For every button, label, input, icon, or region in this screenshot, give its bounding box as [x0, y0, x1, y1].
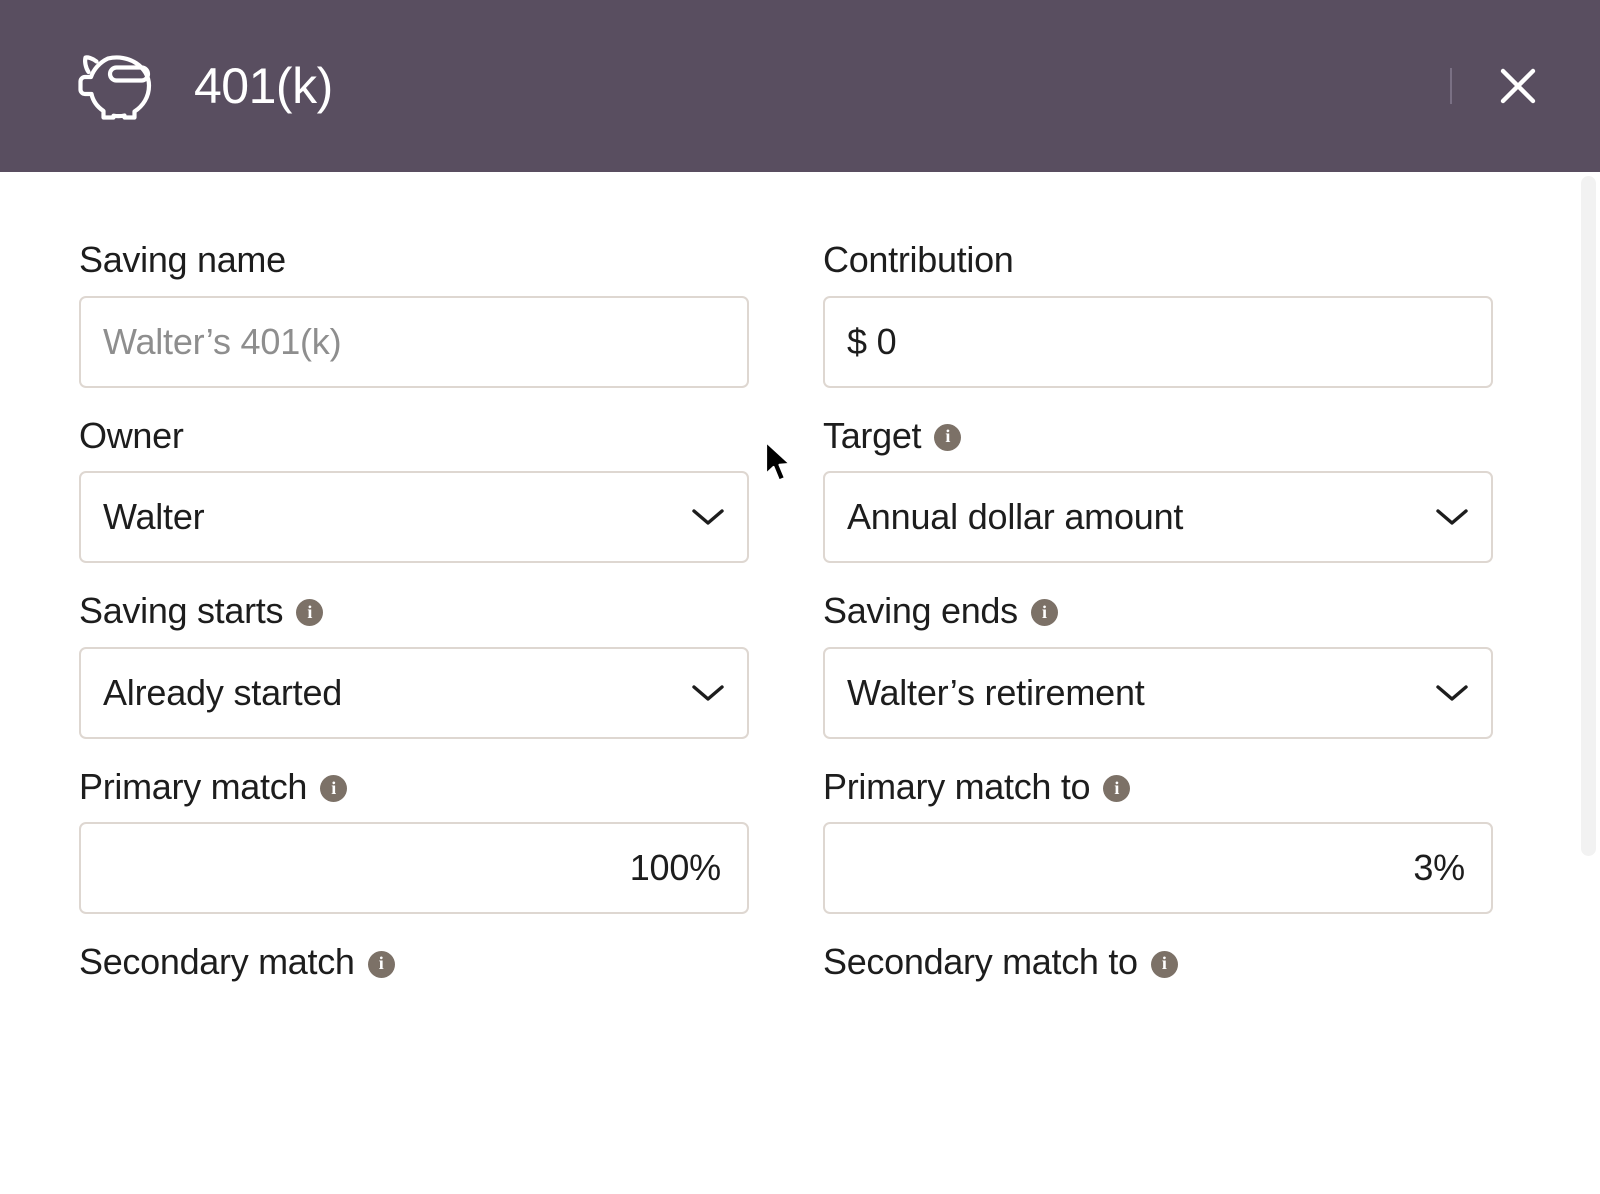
- field-owner: Owner Walter: [79, 414, 749, 564]
- header-divider: [1450, 68, 1452, 104]
- contribution-input[interactable]: $ 0: [823, 295, 1493, 388]
- chevron-down-icon: [691, 507, 725, 527]
- info-icon-glyph: i: [307, 601, 313, 622]
- header-right-group: [1450, 58, 1560, 114]
- field-secondary-match: Secondary match i: [79, 942, 749, 998]
- label-target: Target i: [823, 414, 1493, 456]
- label-primary-match: Primary match i: [79, 767, 749, 807]
- label-primary-match-to: Primary match to i: [823, 767, 1493, 807]
- info-icon[interactable]: i: [320, 775, 348, 803]
- info-icon-glyph: i: [1041, 601, 1047, 622]
- label-secondary-match-to: Secondary match to i: [823, 942, 1493, 982]
- field-saving-starts: Saving starts i Already started: [79, 591, 749, 739]
- form-grid: Saving name Walter’s 401(k) Contribution…: [0, 240, 1600, 1026]
- vertical-scrollbar-track[interactable]: [1580, 172, 1596, 1194]
- field-primary-match: Primary match i 100%: [79, 767, 749, 915]
- contribution-value: $ 0: [847, 320, 897, 362]
- info-icon[interactable]: i: [1030, 599, 1058, 627]
- label-text: Contribution: [823, 239, 1014, 280]
- field-saving-name: Saving name Walter’s 401(k): [79, 240, 749, 388]
- saving-ends-value: Walter’s retirement: [847, 671, 1145, 713]
- label-text: Target: [823, 414, 922, 456]
- primary-match-input[interactable]: 100%: [79, 822, 749, 915]
- label-text: Saving name: [79, 239, 286, 280]
- info-icon[interactable]: i: [934, 423, 962, 451]
- modal-header: 401(k): [0, 0, 1600, 172]
- saving-name-input[interactable]: Walter’s 401(k): [79, 295, 749, 388]
- chevron-down-icon: [1435, 683, 1469, 703]
- info-icon-glyph: i: [331, 777, 336, 798]
- chevron-down-icon: [1435, 507, 1469, 527]
- info-icon[interactable]: i: [296, 599, 324, 627]
- label-owner: Owner: [79, 414, 749, 456]
- field-saving-ends: Saving ends i Walter’s retirement: [823, 591, 1493, 739]
- label-text: Primary match to: [823, 765, 1091, 807]
- saving-starts-select[interactable]: Already started: [79, 646, 749, 739]
- target-value: Annual dollar amount: [847, 496, 1184, 538]
- info-icon-glyph: i: [378, 953, 384, 974]
- label-text: Owner: [79, 414, 184, 456]
- info-icon-glyph: i: [1161, 953, 1167, 974]
- label-text: Saving ends: [823, 590, 1018, 632]
- saving-name-placeholder: Walter’s 401(k): [103, 320, 342, 362]
- field-target: Target i Annual dollar amount: [823, 414, 1493, 564]
- close-button[interactable]: [1490, 58, 1546, 114]
- label-text: Secondary match: [79, 941, 355, 983]
- saving-ends-select[interactable]: Walter’s retirement: [823, 646, 1493, 739]
- label-text: Secondary match to: [823, 941, 1138, 983]
- field-primary-match-to: Primary match to i 3%: [823, 767, 1493, 915]
- label-text: Saving starts: [79, 590, 284, 632]
- vertical-scrollbar-thumb[interactable]: [1581, 176, 1596, 856]
- header-left-group: 401(k): [72, 47, 333, 125]
- label-secondary-match: Secondary match i: [79, 942, 749, 982]
- primary-match-to-input[interactable]: 3%: [823, 822, 1493, 915]
- page-title: 401(k): [194, 58, 333, 114]
- piggy-bank-icon: [78, 55, 152, 120]
- info-icon[interactable]: i: [1150, 950, 1178, 978]
- chevron-down-icon: [691, 683, 725, 703]
- info-icon[interactable]: i: [367, 950, 395, 978]
- owner-value: Walter: [103, 496, 205, 538]
- label-text: Primary match: [79, 765, 308, 807]
- close-icon: [1500, 68, 1536, 104]
- label-saving-starts: Saving starts i: [79, 591, 749, 631]
- modal-body: Saving name Walter’s 401(k) Contribution…: [0, 172, 1600, 1194]
- primary-match-value: 100%: [629, 847, 721, 889]
- label-saving-ends: Saving ends i: [823, 591, 1493, 631]
- info-icon-glyph: i: [945, 426, 951, 447]
- field-contribution: Contribution $ 0: [823, 240, 1493, 388]
- info-icon[interactable]: i: [1103, 775, 1131, 803]
- saving-starts-value: Already started: [103, 671, 343, 713]
- target-select[interactable]: Annual dollar amount: [823, 471, 1493, 564]
- label-contribution: Contribution: [823, 240, 1493, 280]
- field-secondary-match-to: Secondary match to i: [823, 942, 1493, 998]
- label-saving-name: Saving name: [79, 240, 749, 280]
- info-icon-glyph: i: [1114, 777, 1120, 798]
- primary-match-to-value: 3%: [1413, 847, 1465, 889]
- owner-select[interactable]: Walter: [79, 471, 749, 564]
